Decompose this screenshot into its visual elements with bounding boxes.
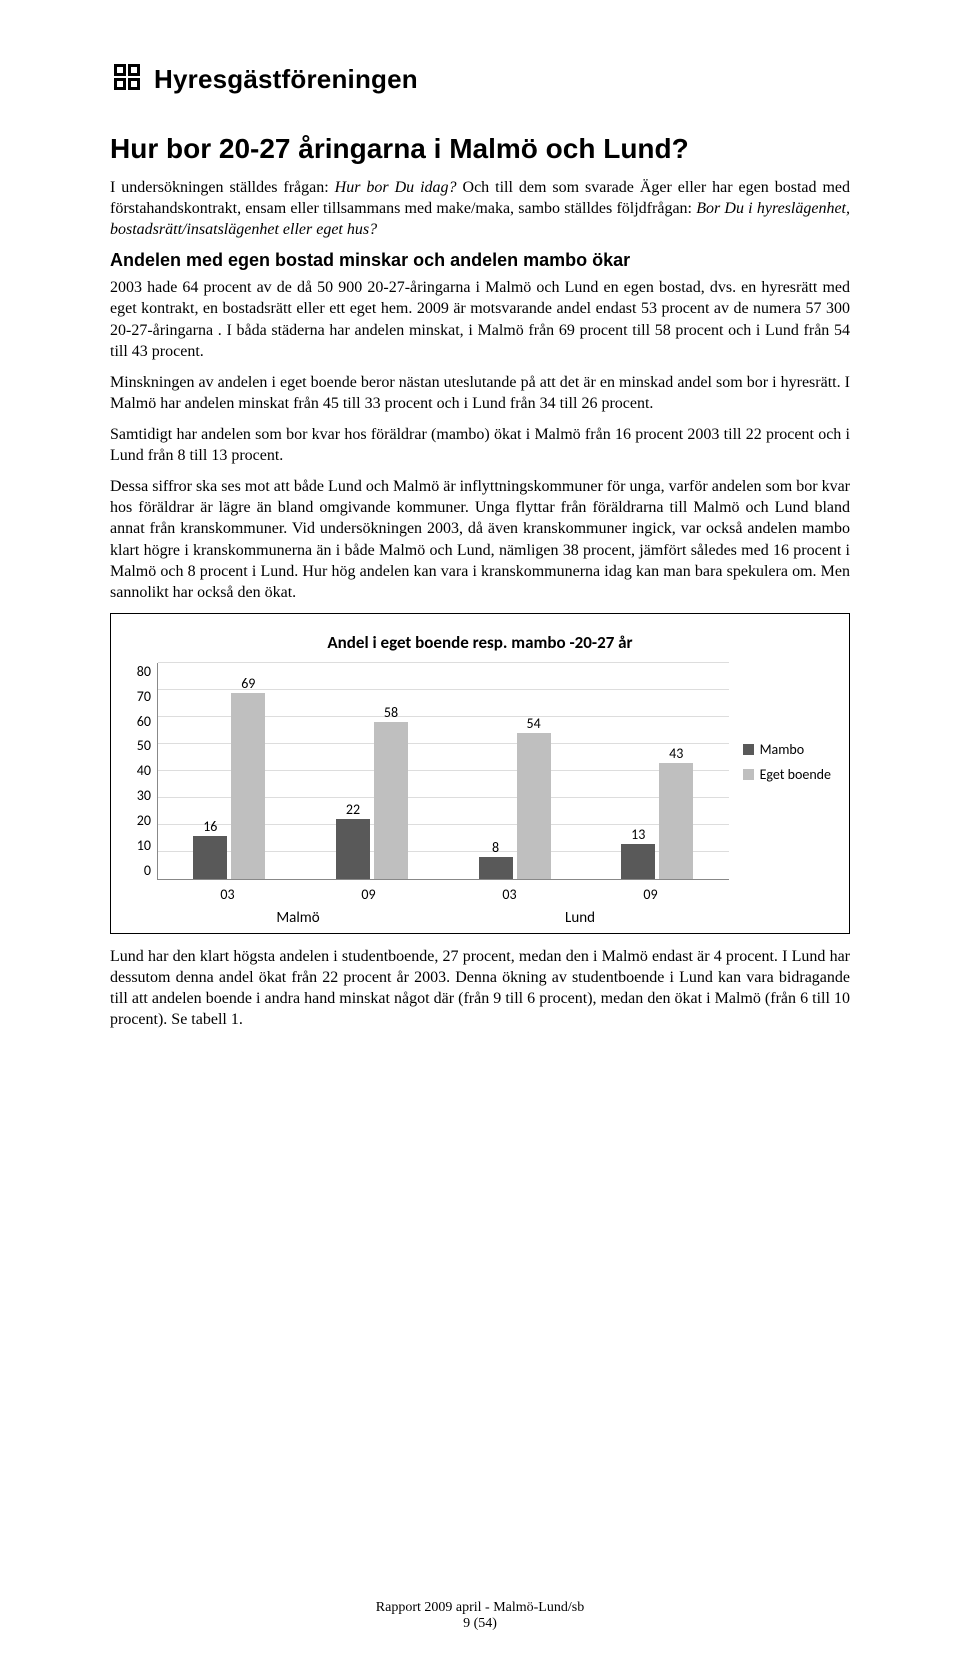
body-paragraph-4: Dessa siffror ska ses mot att både Lund … xyxy=(110,476,850,603)
bar-value: 13 xyxy=(621,826,655,843)
bar-group: 854 xyxy=(479,733,551,879)
body-paragraph-3: Samtidigt har andelen som bor kvar hos f… xyxy=(110,424,850,466)
body-paragraph-1: 2003 hade 64 procent av de då 50 900 20-… xyxy=(110,277,850,361)
chart-body: 80 70 60 50 40 30 20 10 0 16692258854134… xyxy=(129,663,831,880)
bar-value: 58 xyxy=(374,704,408,721)
intro-question-1: Hur bor Du idag? xyxy=(335,179,457,196)
ytick: 40 xyxy=(129,762,151,779)
chart-city-labels: Malmö Lund xyxy=(157,909,831,927)
legend-label-mambo: Mambo xyxy=(760,741,805,758)
bar-eget: 58 xyxy=(374,722,408,879)
xlabel: 09 xyxy=(298,880,439,903)
xlabel: 09 xyxy=(580,880,721,903)
legend-swatch-mambo xyxy=(743,744,754,755)
ytick: 10 xyxy=(129,837,151,854)
footer-line-1: Rapport 2009 april - Malmö-Lund/sb xyxy=(0,1600,960,1616)
bar-value: 22 xyxy=(336,801,370,818)
gridline xyxy=(158,662,729,663)
logo: Hyresgästföreningen xyxy=(110,60,850,99)
page-title: Hur bor 20-27 åringarna i Malmö och Lund… xyxy=(110,133,850,165)
chart-container: Andel i eget boende resp. mambo -20-27 å… xyxy=(110,613,850,934)
legend-swatch-eget xyxy=(743,769,754,780)
page: Hyresgästföreningen Hur bor 20-27 åringa… xyxy=(0,0,960,1672)
city-label: Lund xyxy=(439,909,721,927)
chart-legend: Mambo Eget boende xyxy=(743,733,831,791)
section-subheading: Andelen med egen bostad minskar och ande… xyxy=(110,250,850,271)
bar-mambo: 22 xyxy=(336,819,370,878)
ytick: 70 xyxy=(129,688,151,705)
chart-title: Andel i eget boende resp. mambo -20-27 å… xyxy=(129,632,831,653)
bar-value: 69 xyxy=(231,675,265,692)
ytick: 20 xyxy=(129,812,151,829)
legend-item-mambo: Mambo xyxy=(743,741,831,758)
ytick: 0 xyxy=(129,862,151,879)
chart-xlabels: 03 09 03 09 xyxy=(157,880,831,903)
chart-yaxis: 80 70 60 50 40 30 20 10 0 xyxy=(129,663,151,879)
bar-group: 1343 xyxy=(621,763,693,879)
intro-paragraph: I undersökningen ställdes frågan: Hur bo… xyxy=(110,177,850,240)
ytick: 30 xyxy=(129,787,151,804)
body-paragraph-2: Minskningen av andelen i eget boende ber… xyxy=(110,372,850,414)
bar-value: 54 xyxy=(517,715,551,732)
bar-group: 1669 xyxy=(193,693,265,879)
logo-icon xyxy=(110,60,144,99)
bar-group: 2258 xyxy=(336,722,408,879)
intro-lead: I undersökningen ställdes frågan: xyxy=(110,179,335,196)
bar-mambo: 16 xyxy=(193,836,227,879)
xlabel: 03 xyxy=(157,880,298,903)
ytick: 50 xyxy=(129,737,151,754)
page-footer: Rapport 2009 april - Malmö-Lund/sb 9 (54… xyxy=(0,1600,960,1632)
legend-label-eget: Eget boende xyxy=(760,766,831,783)
ytick: 80 xyxy=(129,663,151,680)
ytick: 60 xyxy=(129,713,151,730)
body-paragraph-5: Lund har den klart högsta andelen i stud… xyxy=(110,946,850,1030)
legend-item-eget: Eget boende xyxy=(743,766,831,783)
bar-eget: 43 xyxy=(659,763,693,879)
bar-value: 8 xyxy=(479,839,513,856)
logo-text: Hyresgästföreningen xyxy=(154,64,418,95)
bar-value: 16 xyxy=(193,818,227,835)
bar-eget: 69 xyxy=(231,693,265,879)
chart-plot-area: 166922588541343 xyxy=(157,663,729,880)
footer-line-2: 9 (54) xyxy=(0,1616,960,1632)
city-label: Malmö xyxy=(157,909,439,927)
bar-value: 43 xyxy=(659,745,693,762)
bar-eget: 54 xyxy=(517,733,551,879)
bar-mambo: 13 xyxy=(621,844,655,879)
bar-mambo: 8 xyxy=(479,857,513,879)
xlabel: 03 xyxy=(439,880,580,903)
